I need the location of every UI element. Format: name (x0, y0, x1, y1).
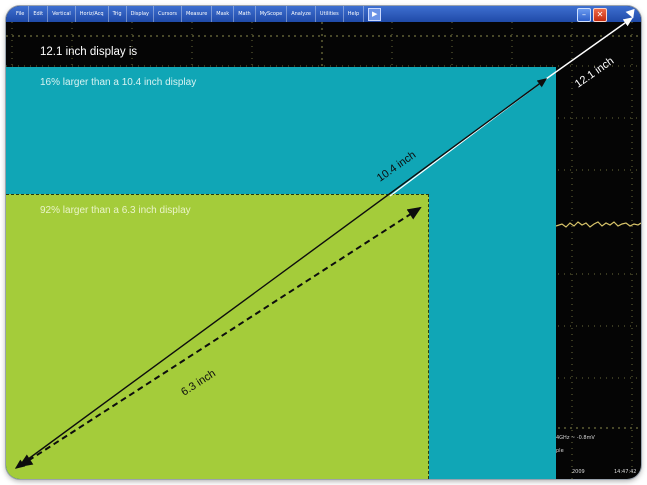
measurement-readout: 4GHz ~ -0.8mV ple 2009 14:47:42 (552, 431, 641, 479)
menu-utilities[interactable]: Utilities (316, 6, 344, 22)
menu-cursors[interactable]: Cursors (154, 6, 183, 22)
menu-analyze[interactable]: Analyze (287, 6, 316, 22)
menu-file[interactable]: File (12, 6, 30, 22)
menu-horiz-acq[interactable]: Horiz/Acq (76, 6, 109, 22)
readout-line-4: 14:47:42 (614, 469, 637, 475)
diagonal-dimensions: 12.1 inch 10.4 inch 6.3 inch (14, 17, 634, 469)
arrow-icon[interactable]: ▶ (368, 7, 382, 21)
menu-edit[interactable]: Edit (29, 6, 49, 22)
readout-line-2: ple (556, 448, 564, 454)
close-icon[interactable]: ✕ (593, 8, 607, 22)
menu-vertical[interactable]: Vertical (48, 6, 76, 22)
label-6-3-inch: 6.3 inch (179, 367, 218, 398)
menu-mask[interactable]: Mask (212, 6, 235, 22)
readout-line-1: 4GHz ~ -0.8mV (556, 435, 595, 441)
readout-line-3: 2009 (572, 469, 585, 475)
minimize-icon[interactable]: – (577, 8, 591, 22)
menu-bar: File Edit Vertical Horiz/Acq Trig Displa… (6, 6, 641, 22)
menu-help[interactable]: Help (344, 6, 365, 22)
menu-measure[interactable]: Measure (182, 6, 213, 22)
menu-math[interactable]: Math (234, 6, 256, 22)
menu-trig[interactable]: Trig (109, 6, 127, 22)
caption-12-1: 12.1 inch display is (40, 46, 138, 58)
menu-myscope[interactable]: MyScope (256, 6, 288, 22)
label-12-1-inch: 12.1 inch (573, 55, 616, 90)
menu-display[interactable]: Display (127, 6, 154, 22)
oscilloscope-screen: File Edit Vertical Horiz/Acq Trig Displa… (6, 6, 641, 479)
diagonal-10-4 (14, 78, 548, 469)
diagonal-6-3 (18, 206, 422, 468)
waveform-trace (555, 221, 641, 228)
diagonal-12-1 (545, 17, 634, 80)
